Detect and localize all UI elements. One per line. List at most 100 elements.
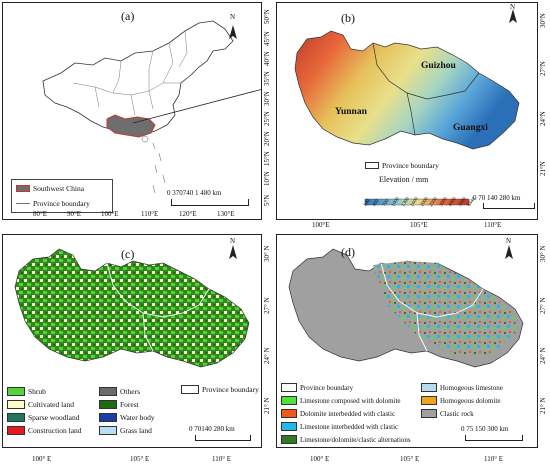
legend-d-item: Limestone composed with dolomite <box>281 396 401 405</box>
north-label-c: N <box>230 237 236 245</box>
legend-label: Limestone/dolomite/clastic alternations <box>300 435 411 444</box>
panel-a-label: (a) <box>121 9 135 23</box>
legend-a: Southwest China Province boundary <box>11 179 113 213</box>
lat-tick: 10°N <box>263 171 271 186</box>
legend-label: Dolomite interbedded with clastic <box>300 409 396 418</box>
lat-tick: 21° N <box>539 397 547 414</box>
legend-d-item: Clastic rock <box>421 409 474 418</box>
elevation-break-label: 400 <box>372 198 381 208</box>
panel-b: (b) N Guizhou Yunnan Guangxi Province bo… <box>276 2 538 220</box>
legend-d-item: Dolomite interbedded with clastic <box>281 409 395 418</box>
lon-tick: 110°E <box>141 210 159 218</box>
legend-c-item: Shrub <box>7 387 46 396</box>
panel-c: (c) N Shrub Cultivated land Sparse woodlan… <box>2 234 262 448</box>
scale-bar-c <box>195 435 251 441</box>
panel-a: (a) N Southwest China Province boundary … <box>2 2 262 220</box>
legend-swatch <box>281 435 297 444</box>
lon-tick: 110°E <box>484 221 502 229</box>
lat-tick: 24°N <box>539 111 547 126</box>
legend-swatch <box>421 383 437 392</box>
scale-text-d: 0 75 150 300 km <box>461 425 509 433</box>
legend-label: Others <box>120 387 140 396</box>
legend-label: Province boundary <box>202 385 259 394</box>
lat-tick: 24° N <box>263 347 271 364</box>
legend-swatch <box>181 385 199 394</box>
legend-label: Shrub <box>28 387 46 396</box>
lon-tick: 100°E <box>101 210 119 218</box>
legend-label: Province boundary <box>382 161 439 170</box>
legend-swatch <box>7 387 25 396</box>
lat-tick: 21° N <box>263 397 271 414</box>
scale-text-c: 0 70140 280 km <box>189 425 235 433</box>
lat-tick: 45°N <box>263 31 271 46</box>
elevation-break-label: 700 <box>381 198 391 208</box>
north-label-b: N <box>510 3 516 11</box>
legend-swatch <box>7 426 25 435</box>
elevation-ramp <box>364 198 470 206</box>
lat-tick: 30° N <box>539 245 547 262</box>
legend-swatch <box>281 422 297 431</box>
lon-tick: 130°E <box>217 210 235 218</box>
lon-tick: 100° E <box>32 455 52 463</box>
lon-tick: 105°E <box>410 221 428 229</box>
map-china <box>42 20 261 194</box>
legend-label: Grass land <box>120 426 152 435</box>
scale-text-a: 0 370740 1 480 km <box>167 189 222 197</box>
elevation-title: Elevation / mm <box>379 175 429 184</box>
north-label-a: N <box>230 13 236 21</box>
legend-c-item: Cultivated land <box>7 400 74 409</box>
legend-label: Limestone interbedded with clastic <box>300 422 399 431</box>
lat-tick: 40°N <box>263 51 271 66</box>
lithology-map <box>288 245 524 368</box>
elevation-break-label: 100 <box>363 198 372 208</box>
legend-label: Limestone composed with dolomite <box>300 396 401 405</box>
lon-tick: 90°E <box>67 210 82 218</box>
lat-tick: 27°N <box>539 61 547 76</box>
place-guangxi: Guangxi <box>453 123 488 133</box>
legend-label: Forest <box>120 400 139 409</box>
lon-tick: 105° E <box>400 455 420 463</box>
lat-tick: 35°N <box>263 71 271 86</box>
legend-swatch <box>7 400 25 409</box>
lon-tick: 100° E <box>310 455 330 463</box>
legend-d-item: Province boundary <box>281 383 353 392</box>
elevation-map <box>294 9 520 206</box>
lat-tick: 24° N <box>539 347 547 364</box>
lat-tick: 30°N <box>539 13 547 28</box>
lon-tick: 110° E <box>484 455 504 463</box>
lat-tick: 30°N <box>263 91 271 106</box>
legend-label: Province boundary <box>300 383 354 392</box>
legend-label: Homogeous dolomite <box>440 396 501 405</box>
north-label-d: N <box>506 237 512 245</box>
legend-d-item: Homogeous limestone <box>421 383 503 392</box>
legend-d-item: Limestone interbedded with clastic <box>281 422 398 431</box>
place-guizhou: Guizhou <box>421 61 456 71</box>
legend-c-boundary: Province boundary <box>181 385 259 394</box>
legend-swatch <box>281 383 297 392</box>
lat-tick: 15°N <box>263 151 271 166</box>
panel-d-label: (d) <box>341 245 355 259</box>
southwest-region-landuse <box>14 248 250 368</box>
lat-tick: 25°N <box>263 111 271 126</box>
legend-c-item: Others <box>99 387 140 396</box>
legend-swatch <box>99 426 117 435</box>
scale-bar-d <box>465 435 523 441</box>
legend-label: Cultivated land <box>28 400 75 409</box>
lat-tick: 27° N <box>263 297 271 314</box>
legend-c-item: Construction land <box>7 426 82 435</box>
lon-tick: 105° E <box>130 455 150 463</box>
china-outline <box>42 20 234 136</box>
lat-tick: 27° N <box>539 297 547 314</box>
lat-tick: 21°N <box>539 161 547 176</box>
legend-swatch <box>16 185 30 192</box>
legend-d-item: Limestone/dolomite/clastic alternations <box>281 435 411 444</box>
legend-label: Construction land <box>28 426 82 435</box>
lon-tick: 110° E <box>212 455 232 463</box>
legend-c-item: Grass land <box>99 426 152 435</box>
lon-tick: 100°E <box>312 221 330 229</box>
panel-d: (d) N Province boundary Limestone compose… <box>276 234 538 448</box>
southwest-region-elev <box>294 30 520 150</box>
legend-a-item: Province boundary <box>16 199 90 208</box>
legend-c-item: Sparse woodland <box>7 413 79 422</box>
legend-d-item: Homogeous dolomite <box>421 396 500 405</box>
